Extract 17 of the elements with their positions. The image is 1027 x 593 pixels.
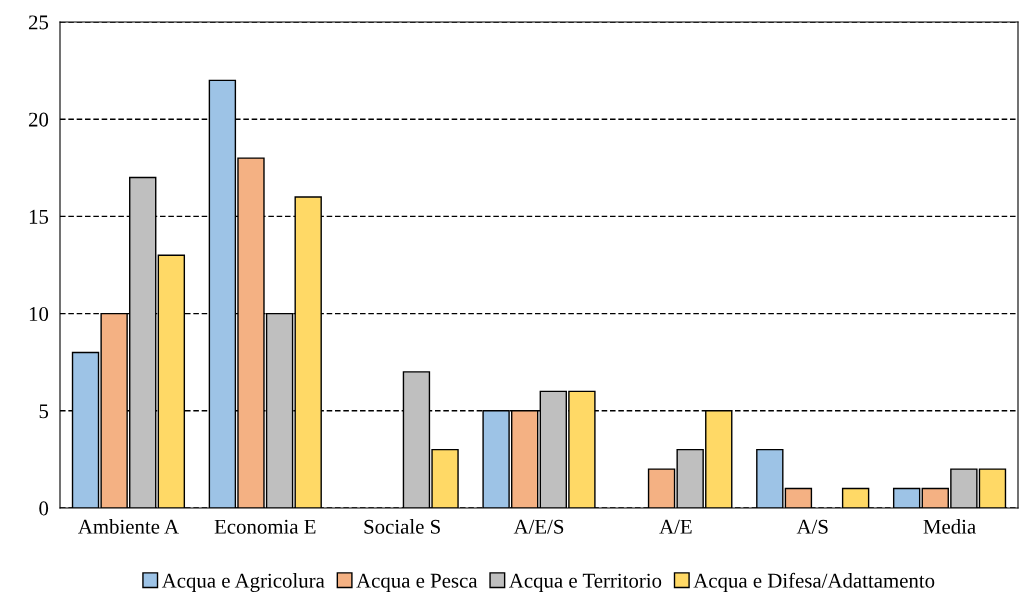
- x-tick-label: A/E/S: [513, 519, 564, 534]
- y-tick-label: 10: [29, 306, 49, 322]
- x-tick-label: A/E: [659, 519, 692, 534]
- y-tick-label: 20: [28, 112, 49, 127]
- y-tick-label: 0: [39, 501, 49, 516]
- legend-label: Acqua e Pesca: [356, 573, 478, 592]
- x-tick-label: Economia E: [214, 519, 316, 534]
- y-tick-label: 25: [28, 15, 49, 30]
- x-tick-label: Ambiente A: [78, 519, 179, 534]
- legend-label: Acqua e Difesa/Adattamento: [693, 572, 935, 592]
- x-tick-label: Sociale S: [364, 519, 440, 534]
- legend-label: Acqua e Agricolura: [161, 573, 325, 593]
- y-tick-label: 15: [29, 209, 49, 224]
- x-tick-label: Media: [923, 519, 976, 534]
- y-tick-label: 5: [39, 404, 49, 419]
- legend-label: Acqua e Territorio: [509, 573, 662, 592]
- x-tick-label: A/S: [796, 519, 828, 534]
